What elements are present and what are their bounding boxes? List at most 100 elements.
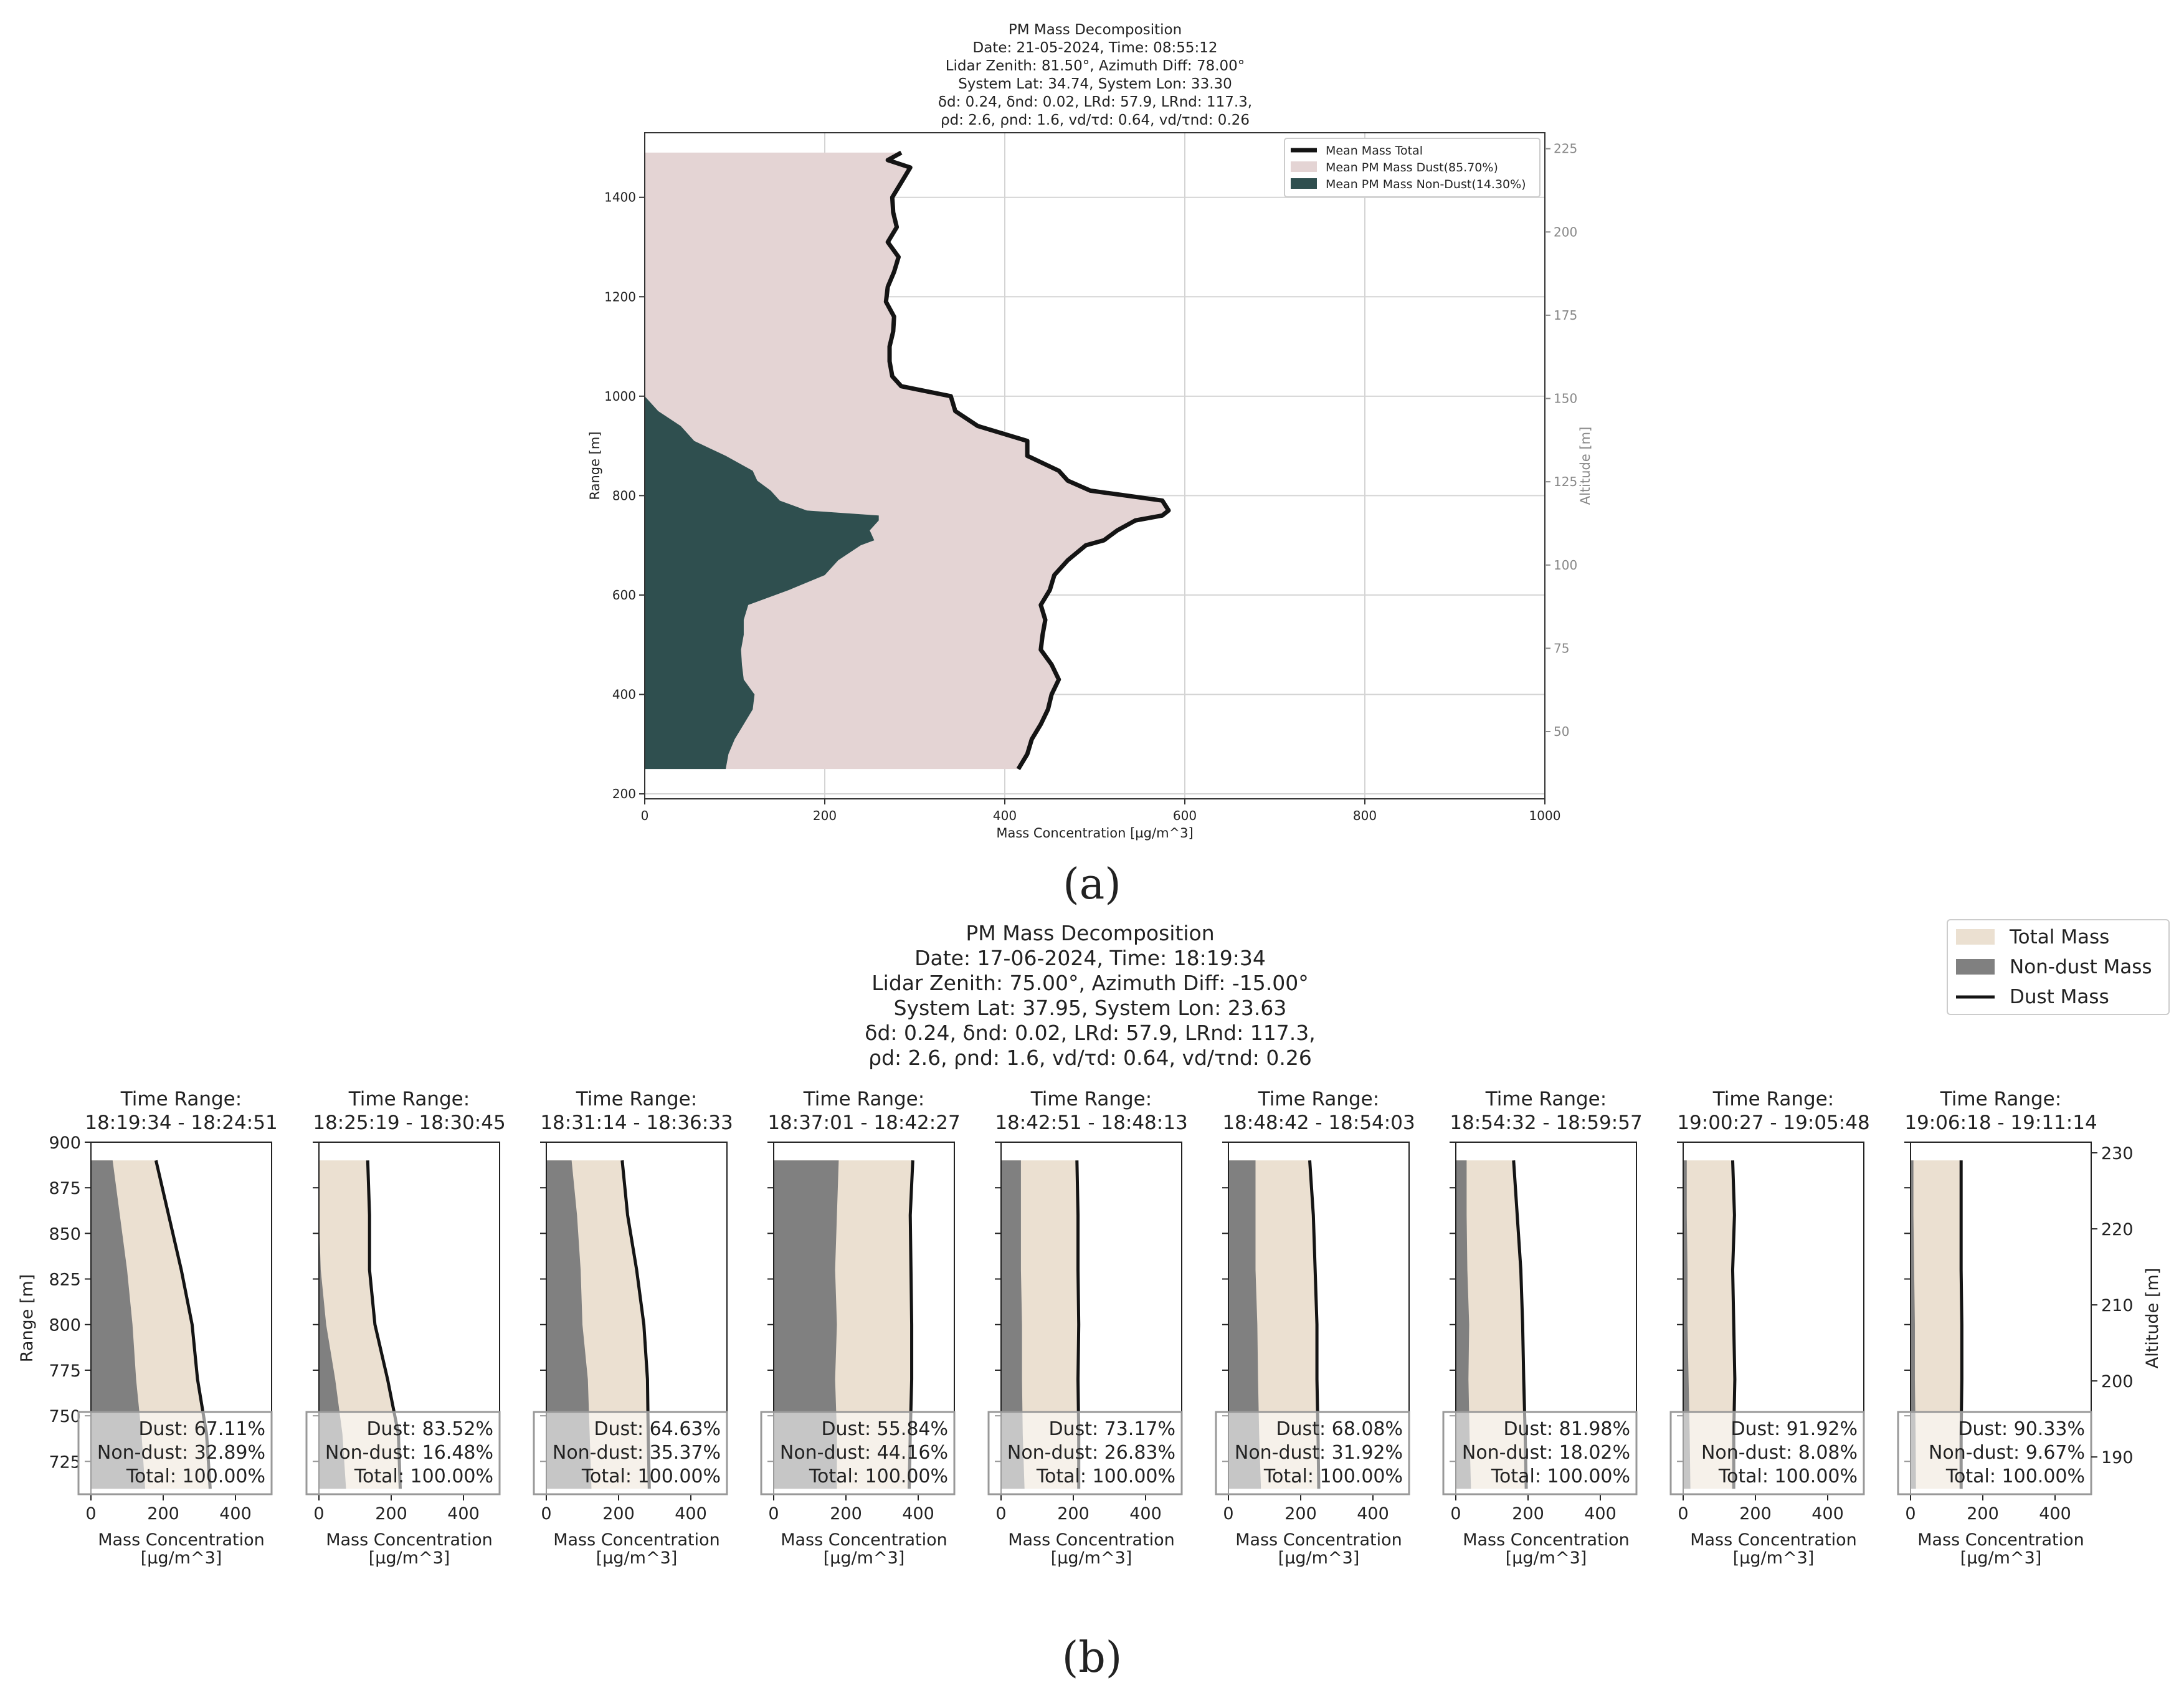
x-tick-label: 0 bbox=[1678, 1504, 1688, 1524]
panel-a-chart: 0 200 400 600 800 1000 200 400 600 800 1000 1200 140… bbox=[587, 22, 1593, 841]
x-tick-label: 0 bbox=[768, 1504, 779, 1524]
x-axis-label: Mass Concentration bbox=[1917, 1530, 2084, 1550]
chart-title-line: System Lat: 34.74, System Lon: 33.30 bbox=[958, 76, 1232, 92]
x-tick-label: 200 bbox=[147, 1504, 179, 1524]
y-tick-label: 850 bbox=[49, 1224, 81, 1244]
percentage-box bbox=[77, 1411, 273, 1495]
y-tick-label: 725 bbox=[49, 1452, 81, 1472]
subplot: Time Range:18:31:14 - 18:36:33 0 200 400 Mas… bbox=[533, 1088, 733, 1568]
x-tick-label: 400 bbox=[447, 1504, 480, 1524]
dust-percentage: Dust: 73.17% bbox=[1048, 1418, 1175, 1440]
legend-box bbox=[1947, 919, 2170, 1015]
percentage-box bbox=[1215, 1411, 1410, 1495]
subplot: Time Range:18:48:42 - 18:54:03 0 200 400 Mas… bbox=[1215, 1088, 1415, 1568]
x-axis-label: Mass Concentration bbox=[553, 1530, 720, 1550]
subplot-time-range: 19:06:18 - 19:11:14 bbox=[1904, 1112, 2097, 1134]
y-tick-label: 800 bbox=[49, 1316, 81, 1335]
subplot-title-prefix: Time Range: bbox=[1712, 1088, 1834, 1110]
percentage-box bbox=[305, 1411, 501, 1495]
x-axis-unit: [µg/m^3] bbox=[596, 1548, 678, 1568]
x-tick-label: 200 bbox=[1967, 1504, 1999, 1524]
x-tick-label: 0 bbox=[313, 1504, 324, 1524]
y2-tick-label: 225 bbox=[1554, 141, 1577, 156]
legend-entry: Non-dust Mass bbox=[2010, 956, 2152, 978]
subplot: Time Range:18:25:19 - 18:30:45 0 200 400 Mas… bbox=[305, 1088, 506, 1568]
x-tick-label: 0 bbox=[1905, 1504, 1916, 1524]
legend-swatch-nondust bbox=[1956, 959, 1995, 975]
chart-title-line: System Lat: 37.95, System Lon: 23.63 bbox=[894, 996, 1287, 1020]
x-axis-label: Mass Concentration bbox=[98, 1530, 265, 1550]
dust-percentage: Dust: 64.63% bbox=[594, 1418, 721, 1440]
total-percentage: Total: 100.00% bbox=[1263, 1466, 1403, 1487]
x-tick-label: 1000 bbox=[1529, 808, 1561, 823]
y-tick-label: 200 bbox=[612, 786, 636, 801]
total-mass-area bbox=[1683, 1160, 1735, 1489]
x-tick-label: 200 bbox=[602, 1504, 635, 1524]
y-tick-label: 800 bbox=[612, 488, 636, 503]
x-tick-label: 600 bbox=[1173, 808, 1197, 823]
nondust-mass-area bbox=[774, 1160, 839, 1489]
x-axis-unit: [µg/m^3] bbox=[1733, 1548, 1815, 1568]
x-tick-label: 0 bbox=[85, 1504, 96, 1524]
total-percentage: Total: 100.00% bbox=[1718, 1466, 1858, 1487]
chart-title-line: PM Mass Decomposition bbox=[1009, 22, 1182, 38]
legend-entry: Mean Mass Total bbox=[1326, 144, 1423, 158]
y-tick-label: 875 bbox=[49, 1179, 81, 1198]
total-percentage: Total: 100.00% bbox=[1036, 1466, 1175, 1487]
y-tick-label: 1000 bbox=[604, 389, 636, 404]
subplot-time-range: 19:00:27 - 19:05:48 bbox=[1677, 1112, 1869, 1134]
total-percentage: Total: 100.00% bbox=[354, 1466, 493, 1487]
nondust-percentage: Non-dust: 8.08% bbox=[1701, 1442, 1858, 1464]
y2-tick-label: 190 bbox=[2101, 1448, 2134, 1467]
x-tick-label: 400 bbox=[1129, 1504, 1162, 1524]
x-tick-label: 800 bbox=[1353, 808, 1377, 823]
dust-mass-area bbox=[645, 152, 1169, 770]
y2-tick-label: 210 bbox=[2101, 1296, 2134, 1315]
subplot-title-prefix: Time Range: bbox=[120, 1088, 242, 1110]
x-tick-label: 400 bbox=[219, 1504, 252, 1524]
subplot-title-prefix: Time Range: bbox=[576, 1088, 697, 1110]
x-tick-label: 200 bbox=[1057, 1504, 1090, 1524]
x-tick-label: 400 bbox=[902, 1504, 934, 1524]
subplot-title-prefix: Time Range: bbox=[803, 1088, 924, 1110]
nondust-percentage: Non-dust: 32.89% bbox=[97, 1442, 265, 1464]
x-tick-label: 400 bbox=[993, 808, 1017, 823]
legend-entry: Mean PM Mass Dust(85.70%) bbox=[1326, 161, 1498, 174]
nondust-mass-area bbox=[1911, 1160, 1916, 1489]
dust-percentage: Dust: 83.52% bbox=[366, 1418, 493, 1440]
chart-title-line: Date: 21-05-2024, Time: 08:55:12 bbox=[973, 40, 1218, 56]
total-mass-area bbox=[319, 1160, 401, 1489]
plot-frame bbox=[644, 132, 1545, 799]
legend-entry: Dust Mass bbox=[2010, 986, 2109, 1008]
nondust-percentage: Non-dust: 9.67% bbox=[1929, 1442, 2085, 1464]
subplot-time-range: 18:48:42 - 18:54:03 bbox=[1222, 1112, 1415, 1134]
subplot: Time Range:19:06:18 - 19:11:14 0 200 400 Mas… bbox=[1897, 1088, 2162, 1568]
subplot-title-prefix: Time Range: bbox=[1258, 1088, 1379, 1110]
subplot-time-range: 18:19:34 - 18:24:51 bbox=[85, 1112, 277, 1134]
chart-title-line: Lidar Zenith: 81.50°, Azimuth Diff: 78.0… bbox=[946, 58, 1245, 74]
nondust-mass-area bbox=[1001, 1160, 1025, 1489]
nondust-mass-area bbox=[91, 1160, 145, 1489]
subplot-time-range: 18:42:51 - 18:48:13 bbox=[995, 1112, 1187, 1134]
y2-tick-label: 200 bbox=[2101, 1372, 2134, 1391]
y2-axis-label: Altitude [m] bbox=[2143, 1268, 2162, 1368]
x-axis-label: Mass Concentration bbox=[1235, 1530, 1402, 1550]
percentage-box bbox=[1669, 1411, 1865, 1495]
x-tick-label: 400 bbox=[1811, 1504, 1844, 1524]
x-tick-label: 200 bbox=[1739, 1504, 1772, 1524]
x-tick-label: 0 bbox=[641, 808, 649, 823]
y-tick-label: 900 bbox=[49, 1133, 81, 1153]
subplot: Time Range:18:37:01 - 18:42:27 0 200 400 Mas… bbox=[760, 1088, 961, 1568]
y-tick-label: 1200 bbox=[604, 289, 636, 304]
x-tick-label: 0 bbox=[1223, 1504, 1233, 1524]
panel-a-label: (a) bbox=[1063, 860, 1121, 909]
y-tick-label: 775 bbox=[49, 1362, 81, 1381]
nondust-mass-area bbox=[319, 1160, 346, 1489]
subplot: Time Range:18:42:51 - 18:48:13 0 200 400 Mas… bbox=[987, 1088, 1188, 1568]
y-tick-label: 1400 bbox=[604, 190, 636, 205]
y2-tick-label: 100 bbox=[1554, 558, 1577, 573]
x-tick-label: 0 bbox=[541, 1504, 551, 1524]
x-axis-label: Mass Concentration bbox=[1008, 1530, 1175, 1550]
subplot-title-prefix: Time Range: bbox=[1940, 1088, 2061, 1110]
